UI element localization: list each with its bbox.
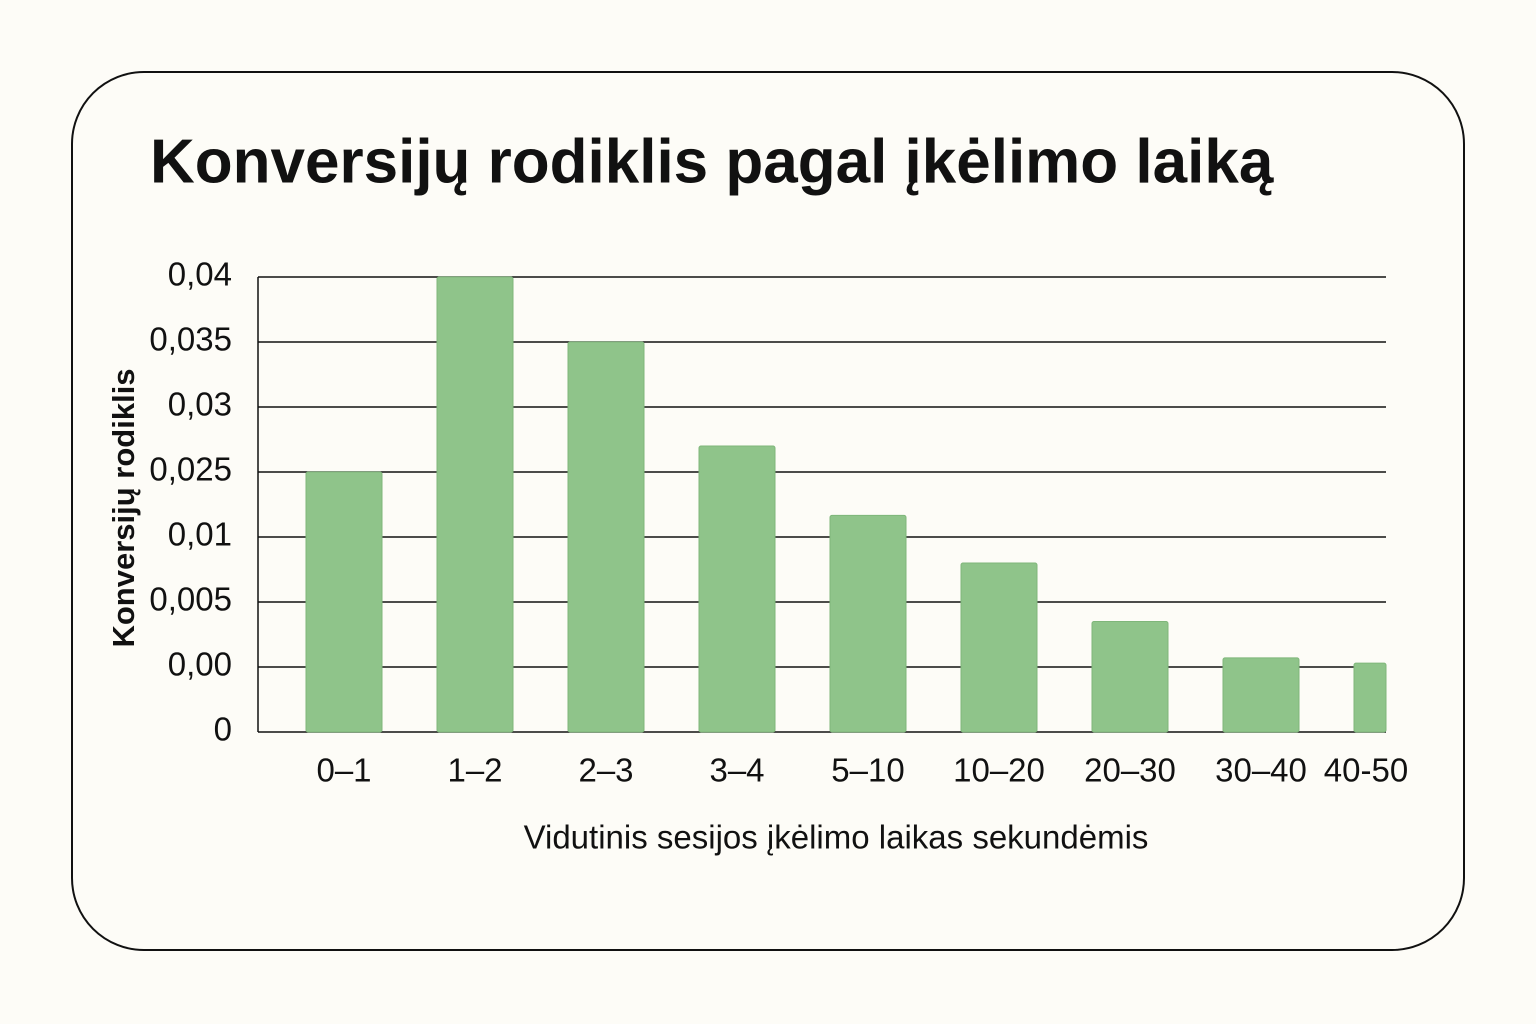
bar: [436, 276, 514, 733]
x-tick-label: 3–4: [709, 752, 764, 789]
y-axis-label: Konversijų rodiklis: [106, 368, 141, 647]
y-tick-label: 0,03: [168, 386, 232, 423]
y-tick-label: 0,04: [168, 256, 232, 293]
bar: [1091, 621, 1169, 733]
x-tick-label: 40-50: [1324, 752, 1408, 789]
x-tick-label: 1–2: [447, 752, 502, 789]
bar: [305, 471, 383, 733]
x-tick-label: 5–10: [831, 752, 904, 789]
y-tick-label: 0: [214, 711, 232, 748]
bar: [567, 341, 645, 733]
x-tick-label: 2–3: [578, 752, 633, 789]
bar: [698, 445, 776, 733]
x-axis-label: Vidutinis sesijos įkėlimo laikas sekundė…: [524, 819, 1149, 856]
bar: [960, 562, 1038, 733]
bar: [1353, 662, 1387, 733]
bar: [1222, 657, 1300, 733]
y-tick-label: 0,01: [168, 516, 232, 553]
chart-title: Konversijų rodiklis pagal įkėlimo laiką: [150, 127, 1274, 196]
x-tick-label: 20–30: [1084, 752, 1176, 789]
y-tick-label: 0,00: [168, 646, 232, 683]
y-tick-label: 0,005: [149, 581, 232, 618]
bar: [829, 514, 907, 733]
x-tick-label: 10–20: [953, 752, 1045, 789]
y-tick-label: 0,025: [149, 451, 232, 488]
x-tick-label: 0–1: [316, 752, 371, 789]
y-tick-label: 0,035: [149, 321, 232, 358]
x-tick-label: 30–40: [1215, 752, 1307, 789]
